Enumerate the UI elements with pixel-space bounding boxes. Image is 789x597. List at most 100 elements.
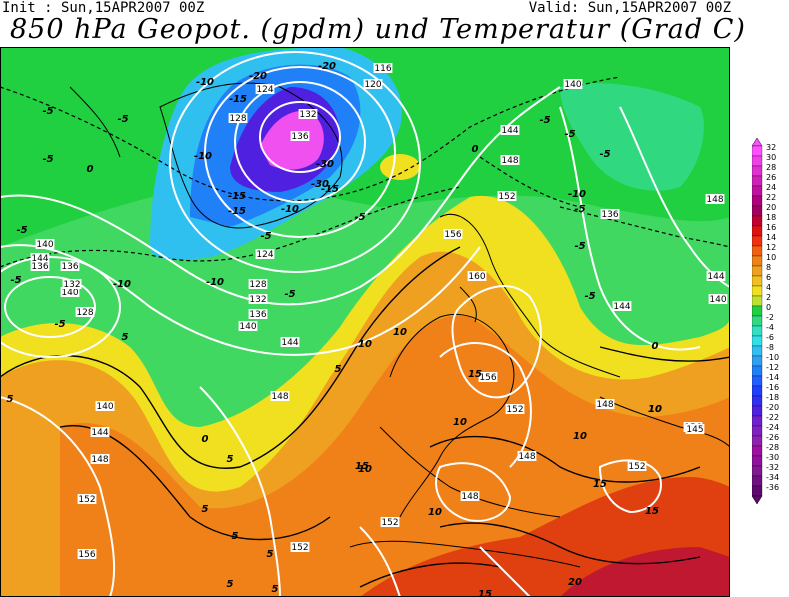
legend-label: -34	[766, 473, 779, 482]
legend-label: -32	[766, 463, 779, 472]
label-backdrop	[612, 301, 632, 311]
temperature-label: -5	[354, 212, 365, 223]
geopotential-label: 136	[601, 210, 618, 220]
legend-label: -6	[766, 333, 774, 342]
temperature-label: -5	[260, 231, 271, 242]
label-backdrop	[62, 279, 82, 289]
temperature-label: -5	[42, 106, 53, 117]
temperature-label: -5	[284, 289, 295, 300]
legend-label: 8	[766, 263, 771, 272]
temperature-label: -5	[574, 241, 585, 252]
label-backdrop	[298, 109, 318, 119]
legend-arrow-top	[752, 138, 763, 147]
legend-swatch	[752, 315, 763, 327]
geopotential-label: 124	[256, 85, 273, 95]
legend-label: -24	[766, 423, 779, 432]
valid-time: Valid: Sun,15APR2007 00Z	[528, 0, 731, 16]
geopotential-label: 120	[364, 80, 381, 90]
temperature-label: 5	[272, 584, 279, 595]
legend-swatch	[752, 145, 763, 157]
geopotential-label: 148	[271, 392, 288, 402]
legend-swatch	[752, 175, 763, 187]
legend-label: 10	[766, 253, 776, 262]
legend-label: -12	[766, 363, 779, 372]
legend-label: 14	[766, 233, 776, 242]
legend-swatch	[752, 465, 763, 477]
legend-label: -4	[766, 323, 774, 332]
geopotential-label: 136	[61, 262, 78, 272]
temperature-label: -30	[316, 159, 334, 170]
temperature-label: 5	[202, 504, 209, 515]
legend-label: 30	[766, 153, 776, 162]
label-backdrop	[627, 461, 647, 471]
legend-label: 20	[766, 203, 776, 212]
geopotential-label: 140	[36, 240, 53, 250]
geopotential-label: 132	[63, 280, 80, 290]
temperature-label: 10	[358, 339, 372, 350]
label-backdrop	[30, 253, 50, 263]
legend-label: -16	[766, 383, 779, 392]
legend-label: -20	[766, 403, 779, 412]
geopotential-label: 140	[709, 295, 726, 305]
legend-swatch	[752, 425, 763, 437]
warm-blob	[380, 154, 420, 180]
label-backdrop	[248, 279, 268, 289]
temperature-label: 15	[355, 461, 369, 472]
legend-label: 18	[766, 213, 776, 222]
geopotential-label: 116	[374, 64, 391, 74]
geopotential-label: 132	[249, 295, 266, 305]
legend-swatch	[752, 385, 763, 397]
temperature-label: -30	[311, 179, 329, 190]
isotherms-negative	[0, 76, 730, 268]
legend-swatch	[752, 415, 763, 427]
label-backdrop	[95, 401, 115, 411]
temperature-label: -5	[599, 149, 610, 160]
legend-swatch	[752, 435, 763, 447]
geopotential-label: 128	[229, 114, 246, 124]
chart-title: 850 hPa Geopot. (gpdm) und Temperatur (G…	[10, 14, 746, 45]
label-backdrop	[60, 287, 80, 297]
legend-swatch	[752, 335, 763, 347]
geopotential-isolines	[0, 51, 730, 597]
geopotential-label: 148	[596, 400, 613, 410]
legend-swatch	[752, 235, 763, 247]
label-backdrop	[290, 542, 310, 552]
legend-swatch	[752, 165, 763, 177]
geopotential-label: 132	[299, 110, 316, 120]
geopotential-label: 156	[444, 230, 461, 240]
label-backdrop	[363, 79, 383, 89]
temperature-label: 5	[227, 454, 234, 465]
temperature-label: -5	[574, 204, 585, 215]
legend-swatch	[752, 445, 763, 457]
temperature-label: 10	[573, 431, 587, 442]
temperature-label: -5	[10, 275, 21, 286]
label-backdrop	[248, 294, 268, 304]
label-backdrop	[228, 113, 248, 123]
legend-swatch	[752, 405, 763, 417]
geopotential-label: 144	[31, 254, 48, 264]
label-backdrop	[563, 79, 583, 89]
legend-swatch	[752, 305, 763, 317]
legend-swatch	[752, 215, 763, 227]
legend-label: 0	[766, 303, 771, 312]
geopotential-label: 152	[78, 495, 95, 505]
temperature-label: -5	[54, 319, 65, 330]
temperature-label: 15	[593, 479, 607, 490]
legend-swatch	[752, 275, 763, 287]
temperature-label: 0	[652, 341, 659, 352]
label-backdrop	[75, 307, 95, 317]
legend-label: 22	[766, 193, 776, 202]
label-backdrop	[248, 309, 268, 319]
geopotential-label: 144	[613, 302, 630, 312]
legend-swatch	[752, 455, 763, 467]
temperature-label: 10	[393, 327, 407, 338]
legend-swatch	[752, 375, 763, 387]
legend-label: -10	[766, 353, 779, 362]
color-legend: 32302826242220181614121086420-2-4-6-8-10…	[752, 138, 779, 505]
label-backdrop	[708, 294, 728, 304]
geopotential-label: 160	[468, 272, 485, 282]
legend-swatch	[752, 155, 763, 167]
geopotential-label: 148	[91, 455, 108, 465]
temperature-labels: -20 -20 -15 -10 -10 -5 -5 -5 -10 -15 -10 -5 -10 -5 -5 -…	[7, 61, 662, 597]
label-backdrop	[30, 261, 50, 271]
